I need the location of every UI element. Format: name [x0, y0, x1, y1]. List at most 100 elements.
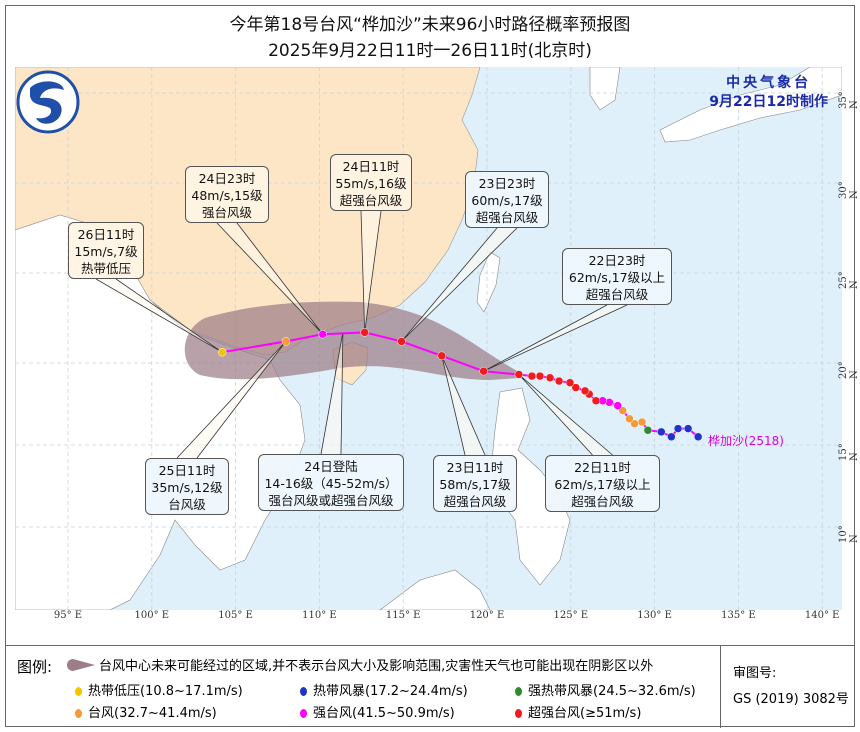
- track-point-super-typhoon: [554, 376, 564, 386]
- issue-time: 9月22日12时制作: [709, 94, 828, 110]
- forecast-callout: 22日11时 62m/s,17级以上 超强台风级: [545, 455, 660, 512]
- lat-tick-label: 35° N: [838, 91, 860, 109]
- callout-line: 台风级: [168, 497, 206, 512]
- map-title: 今年第18号台风“桦加沙”未来96小时路径概率预报图: [229, 15, 631, 35]
- typhoon-track-map: [15, 67, 842, 610]
- lat-tick-label: 30° N: [838, 181, 860, 199]
- track-point-tropical-storm: [673, 424, 683, 433]
- issuer-block: 中央气象台 9月22日12时制作: [709, 74, 828, 112]
- track-point-super-typhoon: [479, 366, 488, 376]
- callout-line: 24日23时: [198, 171, 256, 186]
- lon-tick-label: 110° E: [302, 610, 337, 621]
- track-point-typhoon: [625, 414, 634, 424]
- legend-item-severe-tropical-storm: 强热带风暴(24.5~32.6m/s): [515, 680, 696, 699]
- lon-tick-label: 140° E: [804, 610, 840, 621]
- track-point-severe-typhoon: [318, 329, 328, 339]
- track-point-severe-tropical-storm: [643, 425, 653, 435]
- legend-item-label: 超强台风(≥51m/s): [528, 706, 642, 721]
- cma-logo: [16, 70, 80, 134]
- track-point-super-typhoon: [565, 378, 575, 387]
- callout-line: 22日11时: [574, 460, 631, 475]
- typhoon-symbol-icon: [515, 687, 522, 696]
- track-point-super-typhoon: [360, 328, 369, 337]
- callout-line: 62m/s,17级以上: [554, 477, 651, 492]
- typhoon-symbol-icon: [300, 709, 307, 718]
- callout-pointers: [95, 210, 628, 459]
- track-point-typhoon: [637, 417, 647, 427]
- figure-frame: [5, 5, 855, 727]
- lon-tick-label: 130° E: [637, 610, 672, 621]
- callout-line: 超强台风级: [571, 494, 634, 509]
- callout-line: 58m/s,17级: [439, 477, 511, 492]
- legend-item-typhoon: 台风(32.7~41.4m/s): [75, 702, 217, 721]
- track-point-super-typhoon: [545, 373, 555, 383]
- legend-item-severe-typhoon: 强台风(41.5~50.9m/s): [300, 702, 455, 721]
- callout-line: 23日23时: [478, 176, 536, 191]
- track-point-tropical-storm: [693, 432, 703, 442]
- callout-line: 超强台风级: [585, 287, 649, 302]
- lon-tick-label: 105° E: [218, 610, 253, 621]
- forecast-callout: 24日23时 48m/s,15级 强台风级: [185, 166, 269, 223]
- land-japan-korea: [589, 67, 842, 143]
- forecast-callout: 25日11时 35m/s,12级 台风级: [145, 458, 229, 515]
- callout-line: 热带低压: [80, 261, 131, 276]
- review-label: 审图号:: [733, 666, 777, 681]
- forecast-callout: 24日11时 55m/s,16级 超强台风级: [330, 154, 412, 211]
- callout-line: 26日11时: [77, 227, 135, 242]
- callout-line: 22日23时: [588, 253, 646, 268]
- track-points: [217, 328, 703, 442]
- lon-tick-label: 115° E: [385, 610, 421, 621]
- track-point-super-typhoon: [580, 386, 590, 396]
- callout-line: 14-16级（45-52m/s）: [264, 476, 398, 491]
- track-point-super-typhoon: [591, 396, 601, 405]
- callout-line: 35m/s,12级: [151, 480, 223, 495]
- legend-item-tropical-depression: 热带低压(10.8~17.1m/s): [75, 680, 243, 699]
- cone-swatch-icon: [67, 659, 95, 671]
- issuer-name: 中央气象台: [726, 75, 812, 91]
- legend-item-super-typhoon: 超强台风(≥51m/s): [515, 702, 641, 721]
- track-point-super-typhoon: [527, 371, 537, 381]
- callout-line: 超强台风级: [443, 494, 507, 509]
- legend-cone-text: 台风中心未来可能经过的区域,并不表示台风大小及影响范围,灾害性天气也可能出现在阴…: [99, 659, 654, 674]
- callout-line: 55m/s,16级: [335, 176, 407, 191]
- typhoon-symbol-icon: [300, 687, 307, 696]
- callout-line: 超强台风级: [475, 210, 539, 225]
- callout-line: 23日11时: [446, 460, 504, 475]
- callout-line: 60m/s,17级: [471, 193, 543, 208]
- track-point-tropical-depression: [217, 347, 227, 357]
- typhoon-symbol-icon: [515, 709, 522, 718]
- callout-line: 15m/s,7级: [74, 244, 138, 259]
- callout-line: 强台风级或超强台风级: [268, 493, 394, 508]
- track-point-tropical-storm: [683, 424, 693, 433]
- legend-item-label: 强台风(41.5~50.9m/s): [313, 706, 455, 721]
- forecast-callout: 23日23时 60m/s,17级 超强台风级: [465, 171, 549, 228]
- forecast-callout: 22日23时 62m/s,17级以上 超强台风级: [562, 248, 672, 305]
- callout-line: 25日11时: [158, 463, 216, 478]
- callout-line: 62m/s,17级以上: [568, 270, 666, 285]
- callout-line: 超强台风级: [339, 193, 403, 208]
- lat-tick-label: 20° N: [838, 361, 860, 379]
- legend-title: 图例:: [17, 658, 53, 676]
- legend-item-tropical-storm: 热带风暴(17.2~24.4m/s): [300, 680, 468, 699]
- callout-line: 48m/s,15级: [191, 188, 263, 203]
- review-number: GS (2019) 3082号: [733, 692, 849, 707]
- track-point-super-typhoon: [437, 351, 446, 361]
- map-subtitle: 2025年9月22日11时一26日11时(北京时): [268, 41, 592, 61]
- storm-name-label: 桦加沙(2518): [708, 434, 784, 448]
- lat-tick-label: 15° N: [838, 443, 860, 461]
- lat-tick-label: 25° N: [838, 271, 860, 289]
- lon-tick-label: 95° E: [53, 610, 83, 621]
- lon-tick-label: 135° E: [721, 610, 756, 621]
- land-borneo: [379, 569, 491, 610]
- forecast-callout: 23日11时 58m/s,17级 超强台风级: [433, 455, 517, 512]
- track-point-severe-typhoon: [613, 401, 622, 410]
- lon-tick-label: 120° E: [469, 610, 505, 621]
- typhoon-symbol-icon: [75, 687, 82, 696]
- track-point-typhoon: [281, 337, 291, 346]
- legend-item-label: 热带低压(10.8~17.1m/s): [88, 684, 243, 699]
- callout-line: 强台风级: [201, 205, 252, 220]
- callout-line: 24日11时: [342, 159, 400, 174]
- land-taiwan: [476, 251, 501, 313]
- lat-tick-label: 10° N: [838, 525, 860, 543]
- forecast-callout: 24日登陆 14-16级（45-52m/s） 强台风级或超强台风级: [258, 454, 404, 511]
